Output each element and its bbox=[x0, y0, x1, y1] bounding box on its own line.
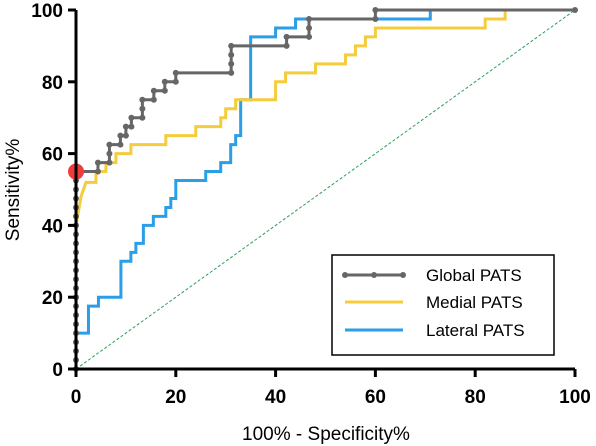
y-tick-label-20: 20 bbox=[42, 288, 63, 309]
x-tick-label-60: 60 bbox=[365, 387, 386, 408]
x-tick-label-100: 100 bbox=[559, 387, 591, 408]
y-tick-label-60: 60 bbox=[42, 145, 63, 166]
x-tick-labels: 0 20 40 60 80 100 bbox=[71, 387, 591, 408]
x-tick-label-20: 20 bbox=[165, 387, 186, 408]
x-axis-title: 100% - Specificity% bbox=[242, 424, 410, 445]
legend-marker-global-3 bbox=[400, 272, 406, 278]
point-global-pats-37 bbox=[150, 96, 157, 103]
point-global-pats-45 bbox=[228, 51, 235, 58]
point-global-pats-39 bbox=[161, 87, 168, 94]
point-global-pats-41 bbox=[172, 78, 179, 85]
point-global-pats-40 bbox=[161, 78, 168, 85]
point-global-pats-35 bbox=[139, 105, 146, 112]
legend-item-medial: Medial PATS bbox=[345, 293, 523, 312]
point-global-pats-32 bbox=[128, 123, 135, 130]
point-global-pats-34 bbox=[139, 114, 146, 121]
point-global-pats-29 bbox=[117, 132, 124, 139]
y-tick-label-100: 100 bbox=[31, 1, 63, 22]
legend-label-medial: Medial PATS bbox=[426, 293, 523, 312]
point-global-pats-36 bbox=[139, 96, 146, 103]
point-global-pats-28 bbox=[117, 141, 124, 148]
y-axis-title: Sensitivity% bbox=[3, 139, 24, 242]
point-global-pats-23 bbox=[94, 168, 101, 175]
legend: Global PATS Medial PATS Lateral PATS bbox=[331, 254, 555, 356]
series-line-lateral-pats bbox=[74, 8, 575, 369]
y-tick-label-80: 80 bbox=[42, 73, 63, 94]
point-global-pats-52 bbox=[372, 15, 379, 22]
point-global-pats-27 bbox=[106, 141, 113, 148]
point-global-pats-48 bbox=[283, 33, 290, 40]
y-tick-labels: 0 20 40 60 80 100 bbox=[31, 1, 63, 381]
legend-marker-global-1 bbox=[342, 272, 348, 278]
point-global-pats-26 bbox=[106, 150, 113, 157]
legend-item-lateral: Lateral PATS bbox=[345, 321, 525, 340]
legend-box bbox=[331, 254, 555, 356]
point-global-pats-49 bbox=[306, 33, 313, 40]
legend-label-global: Global PATS bbox=[426, 266, 522, 285]
legend-item-global: Global PATS bbox=[342, 266, 522, 285]
point-global-pats-51 bbox=[306, 15, 313, 22]
point-global-pats-54 bbox=[572, 7, 578, 13]
point-global-pats-30 bbox=[122, 132, 129, 139]
y-tick-label-0: 0 bbox=[52, 360, 63, 381]
x-tick-label-0: 0 bbox=[71, 387, 82, 408]
point-global-pats-38 bbox=[150, 87, 157, 94]
point-global-pats-43 bbox=[228, 69, 235, 76]
point-global-pats-47 bbox=[283, 42, 290, 49]
series-line-reference-diagonal bbox=[75, 9, 576, 370]
x-tick-label-80: 80 bbox=[465, 387, 486, 408]
legend-label-lateral: Lateral PATS bbox=[426, 321, 525, 340]
point-global-pats-31 bbox=[122, 123, 129, 130]
point-global-pats-44 bbox=[228, 60, 235, 67]
series-line-medial-pats bbox=[74, 8, 575, 369]
point-global-pats-42 bbox=[172, 69, 179, 76]
point-global-pats-50 bbox=[306, 24, 313, 31]
x-tick-label-40: 40 bbox=[265, 387, 286, 408]
axes bbox=[68, 8, 577, 377]
y-tick-label-40: 40 bbox=[42, 216, 63, 237]
point-global-pats-25 bbox=[106, 159, 113, 166]
legend-marker-global-2 bbox=[371, 272, 377, 278]
point-global-pats-24 bbox=[94, 159, 101, 166]
point-global-pats-33 bbox=[128, 114, 135, 121]
point-global-pats-46 bbox=[228, 42, 235, 49]
point-global-pats-53 bbox=[372, 7, 379, 13]
